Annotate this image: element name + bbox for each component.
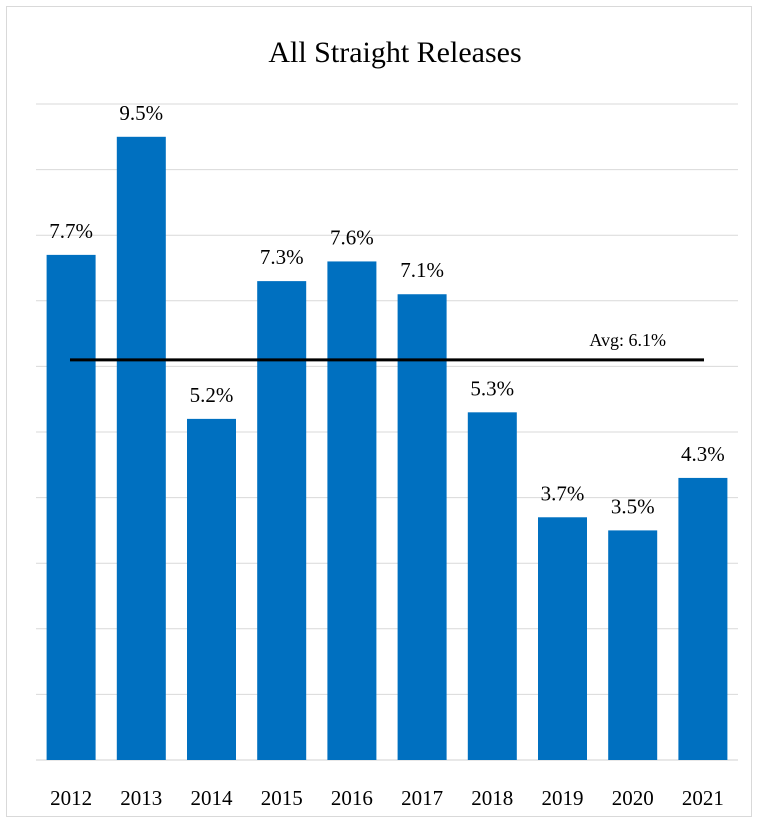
x-tick-2021: 2021	[682, 786, 724, 810]
data-label-2018: 5.3%	[470, 376, 514, 400]
bars	[46, 136, 728, 761]
bar-2017	[397, 294, 447, 760]
data-labels: 7.7% 9.5% 5.2% 7.3% 7.6% 7.1% 5.3% 3.7% 3.5% 4.3%	[49, 101, 725, 519]
data-label-2017: 7.1%	[400, 258, 444, 282]
x-tick-2019: 2019	[542, 786, 584, 810]
bar-2019	[538, 517, 587, 760]
data-label-2012: 7.7%	[49, 219, 93, 243]
x-tick-2012: 2012	[50, 786, 92, 810]
data-label-2014: 5.2%	[190, 383, 234, 407]
x-tick-2013: 2013	[120, 786, 162, 810]
data-label-2015: 7.3%	[260, 245, 304, 269]
average-label: Avg: 6.1%	[589, 330, 666, 350]
data-label-2019: 3.7%	[541, 481, 585, 505]
data-label-2013: 9.5%	[119, 101, 163, 125]
x-tick-2014: 2014	[191, 786, 234, 810]
data-label-2016: 7.6%	[330, 225, 374, 249]
bar-2014	[187, 418, 236, 760]
x-tick-2017: 2017	[401, 786, 443, 810]
bar-2021	[678, 477, 728, 760]
chart-title: All Straight Releases	[268, 36, 521, 69]
bar-2020	[608, 530, 658, 760]
average-line-group: Avg: 6.1%	[70, 330, 704, 362]
bar-2012	[46, 254, 96, 760]
x-tick-2015: 2015	[261, 786, 303, 810]
x-tick-2016: 2016	[331, 786, 373, 810]
x-axis-ticks: 2012 2013 2014 2015 2016 2017 2018 2019 2020 2021	[50, 786, 724, 810]
bar-2016	[327, 261, 377, 760]
bar-2013	[116, 136, 166, 761]
data-label-2020: 3.5%	[611, 494, 655, 518]
x-tick-2018: 2018	[471, 786, 513, 810]
x-tick-2020: 2020	[612, 786, 654, 810]
bar-2018	[467, 412, 517, 760]
bar-2015	[257, 281, 307, 760]
data-label-2021: 4.3%	[681, 442, 725, 466]
